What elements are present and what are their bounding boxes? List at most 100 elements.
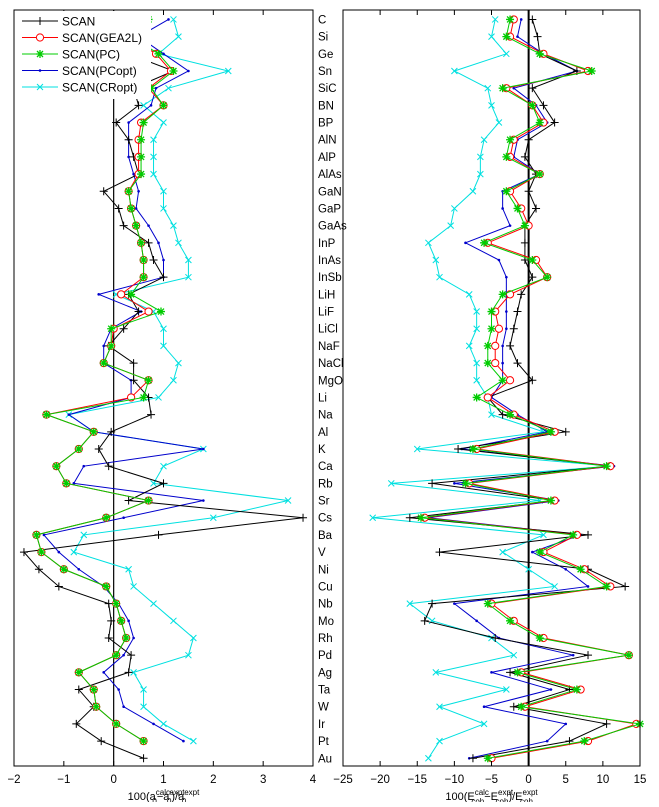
right-data-point	[546, 427, 555, 436]
right-data-point	[491, 16, 499, 23]
right-data-point	[432, 669, 440, 676]
right-data-point	[509, 324, 518, 333]
right-data-point	[483, 754, 492, 763]
left-data-point	[99, 187, 108, 196]
left-data-point	[102, 671, 105, 674]
left-data-point	[139, 393, 148, 402]
right-data-point	[488, 411, 495, 418]
right-data-point	[561, 427, 570, 436]
left-data-point	[119, 324, 128, 333]
left-data-point	[107, 427, 116, 436]
left-data-point	[154, 86, 158, 90]
legend-marker	[38, 69, 42, 72]
left-data-point	[124, 187, 133, 196]
right-data-point	[572, 685, 581, 694]
left-series-scan-pc-	[32, 15, 178, 746]
left-data-point	[129, 376, 138, 385]
left-data-point	[144, 376, 153, 385]
left-data-point	[170, 376, 177, 384]
category-label: Sn	[318, 66, 332, 78]
right-data-point	[405, 513, 414, 522]
left-data-point	[42, 410, 51, 419]
right-data-point	[413, 445, 421, 453]
right-data-point	[453, 602, 456, 605]
left-data-point	[137, 152, 146, 161]
right-data-point	[495, 119, 503, 126]
left-series-line	[22, 19, 304, 759]
left-data-point	[42, 533, 46, 537]
legend-marker	[36, 50, 44, 58]
left-data-point	[147, 84, 156, 93]
category-label: Nb	[318, 599, 333, 611]
left-data-point	[137, 238, 146, 247]
left-data-point	[150, 136, 157, 144]
left-data-point	[175, 359, 182, 367]
right-data-point	[387, 480, 395, 487]
right-data-point	[483, 393, 492, 402]
right-data-point	[490, 671, 493, 674]
right-x-tick-label: 5	[563, 774, 569, 786]
right-x-tick-label: −20	[370, 774, 390, 786]
category-label: Pt	[318, 736, 330, 748]
left-data-point	[134, 101, 143, 110]
category-label: NaCl	[318, 358, 344, 370]
legend-entry: SCAN(CRopt)	[22, 81, 137, 95]
left-data-point	[185, 651, 192, 659]
right-data-point	[453, 482, 456, 485]
right-data-point	[425, 754, 432, 762]
right-series-line	[409, 19, 628, 759]
category-label: Ba	[318, 530, 333, 542]
category-label: Ni	[318, 564, 329, 576]
right-data-point	[535, 633, 544, 642]
right-data-point	[506, 616, 515, 625]
right-data-point	[550, 118, 559, 127]
left-panel: −2 −1 0 1 2 3 4 100(acalc 0−aexpt 0)/aexpt 0	[7, 9, 317, 806]
right-data-point	[624, 651, 633, 660]
left-data-point	[155, 394, 162, 401]
left-data-point	[74, 668, 83, 677]
left-data-point	[169, 66, 178, 75]
left-data-point	[102, 344, 105, 348]
right-data-point	[480, 136, 488, 144]
left-data-point	[157, 307, 166, 316]
right-data-point	[528, 84, 537, 93]
right-data-point	[428, 479, 437, 488]
left-data-point	[107, 341, 116, 350]
left-data-point	[154, 530, 163, 539]
left-data-point	[104, 599, 113, 608]
left-data-point	[190, 634, 197, 642]
left-data-point	[130, 669, 137, 676]
left-data-point	[202, 499, 205, 502]
category-label: InAs	[318, 255, 341, 267]
left-data-point	[175, 33, 182, 40]
left-data-point	[59, 565, 68, 574]
right-x-tick-label: 10	[596, 774, 609, 786]
right-data-point	[525, 565, 532, 573]
right-data-point	[524, 135, 533, 144]
category-label: Pd	[318, 650, 332, 662]
category-label: GaP	[318, 203, 341, 215]
left-data-point	[160, 342, 167, 350]
category-label: Sr	[318, 496, 330, 508]
left-data-point	[190, 737, 197, 745]
left-data-point	[67, 413, 71, 416]
left-x-tick-label: 2	[210, 774, 216, 786]
right-data-point	[602, 582, 611, 591]
right-data-point	[491, 341, 500, 351]
right-x-tick-label: 0	[525, 774, 531, 786]
left-data-point	[72, 719, 81, 728]
right-data-point	[540, 531, 547, 539]
right-data-point	[502, 187, 511, 196]
right-data-point	[505, 327, 508, 331]
left-data-point	[144, 238, 153, 247]
left-data-point	[139, 273, 148, 282]
left-data-point	[162, 258, 165, 262]
legend-marker	[36, 17, 44, 25]
left-x-tick-label: −1	[57, 774, 70, 786]
right-data-point	[535, 170, 544, 179]
right-data-point	[505, 376, 515, 385]
right-data-point	[506, 135, 515, 144]
left-series-scan-gea2l-	[32, 15, 176, 746]
right-data-point	[580, 737, 589, 746]
left-data-point	[122, 633, 131, 642]
